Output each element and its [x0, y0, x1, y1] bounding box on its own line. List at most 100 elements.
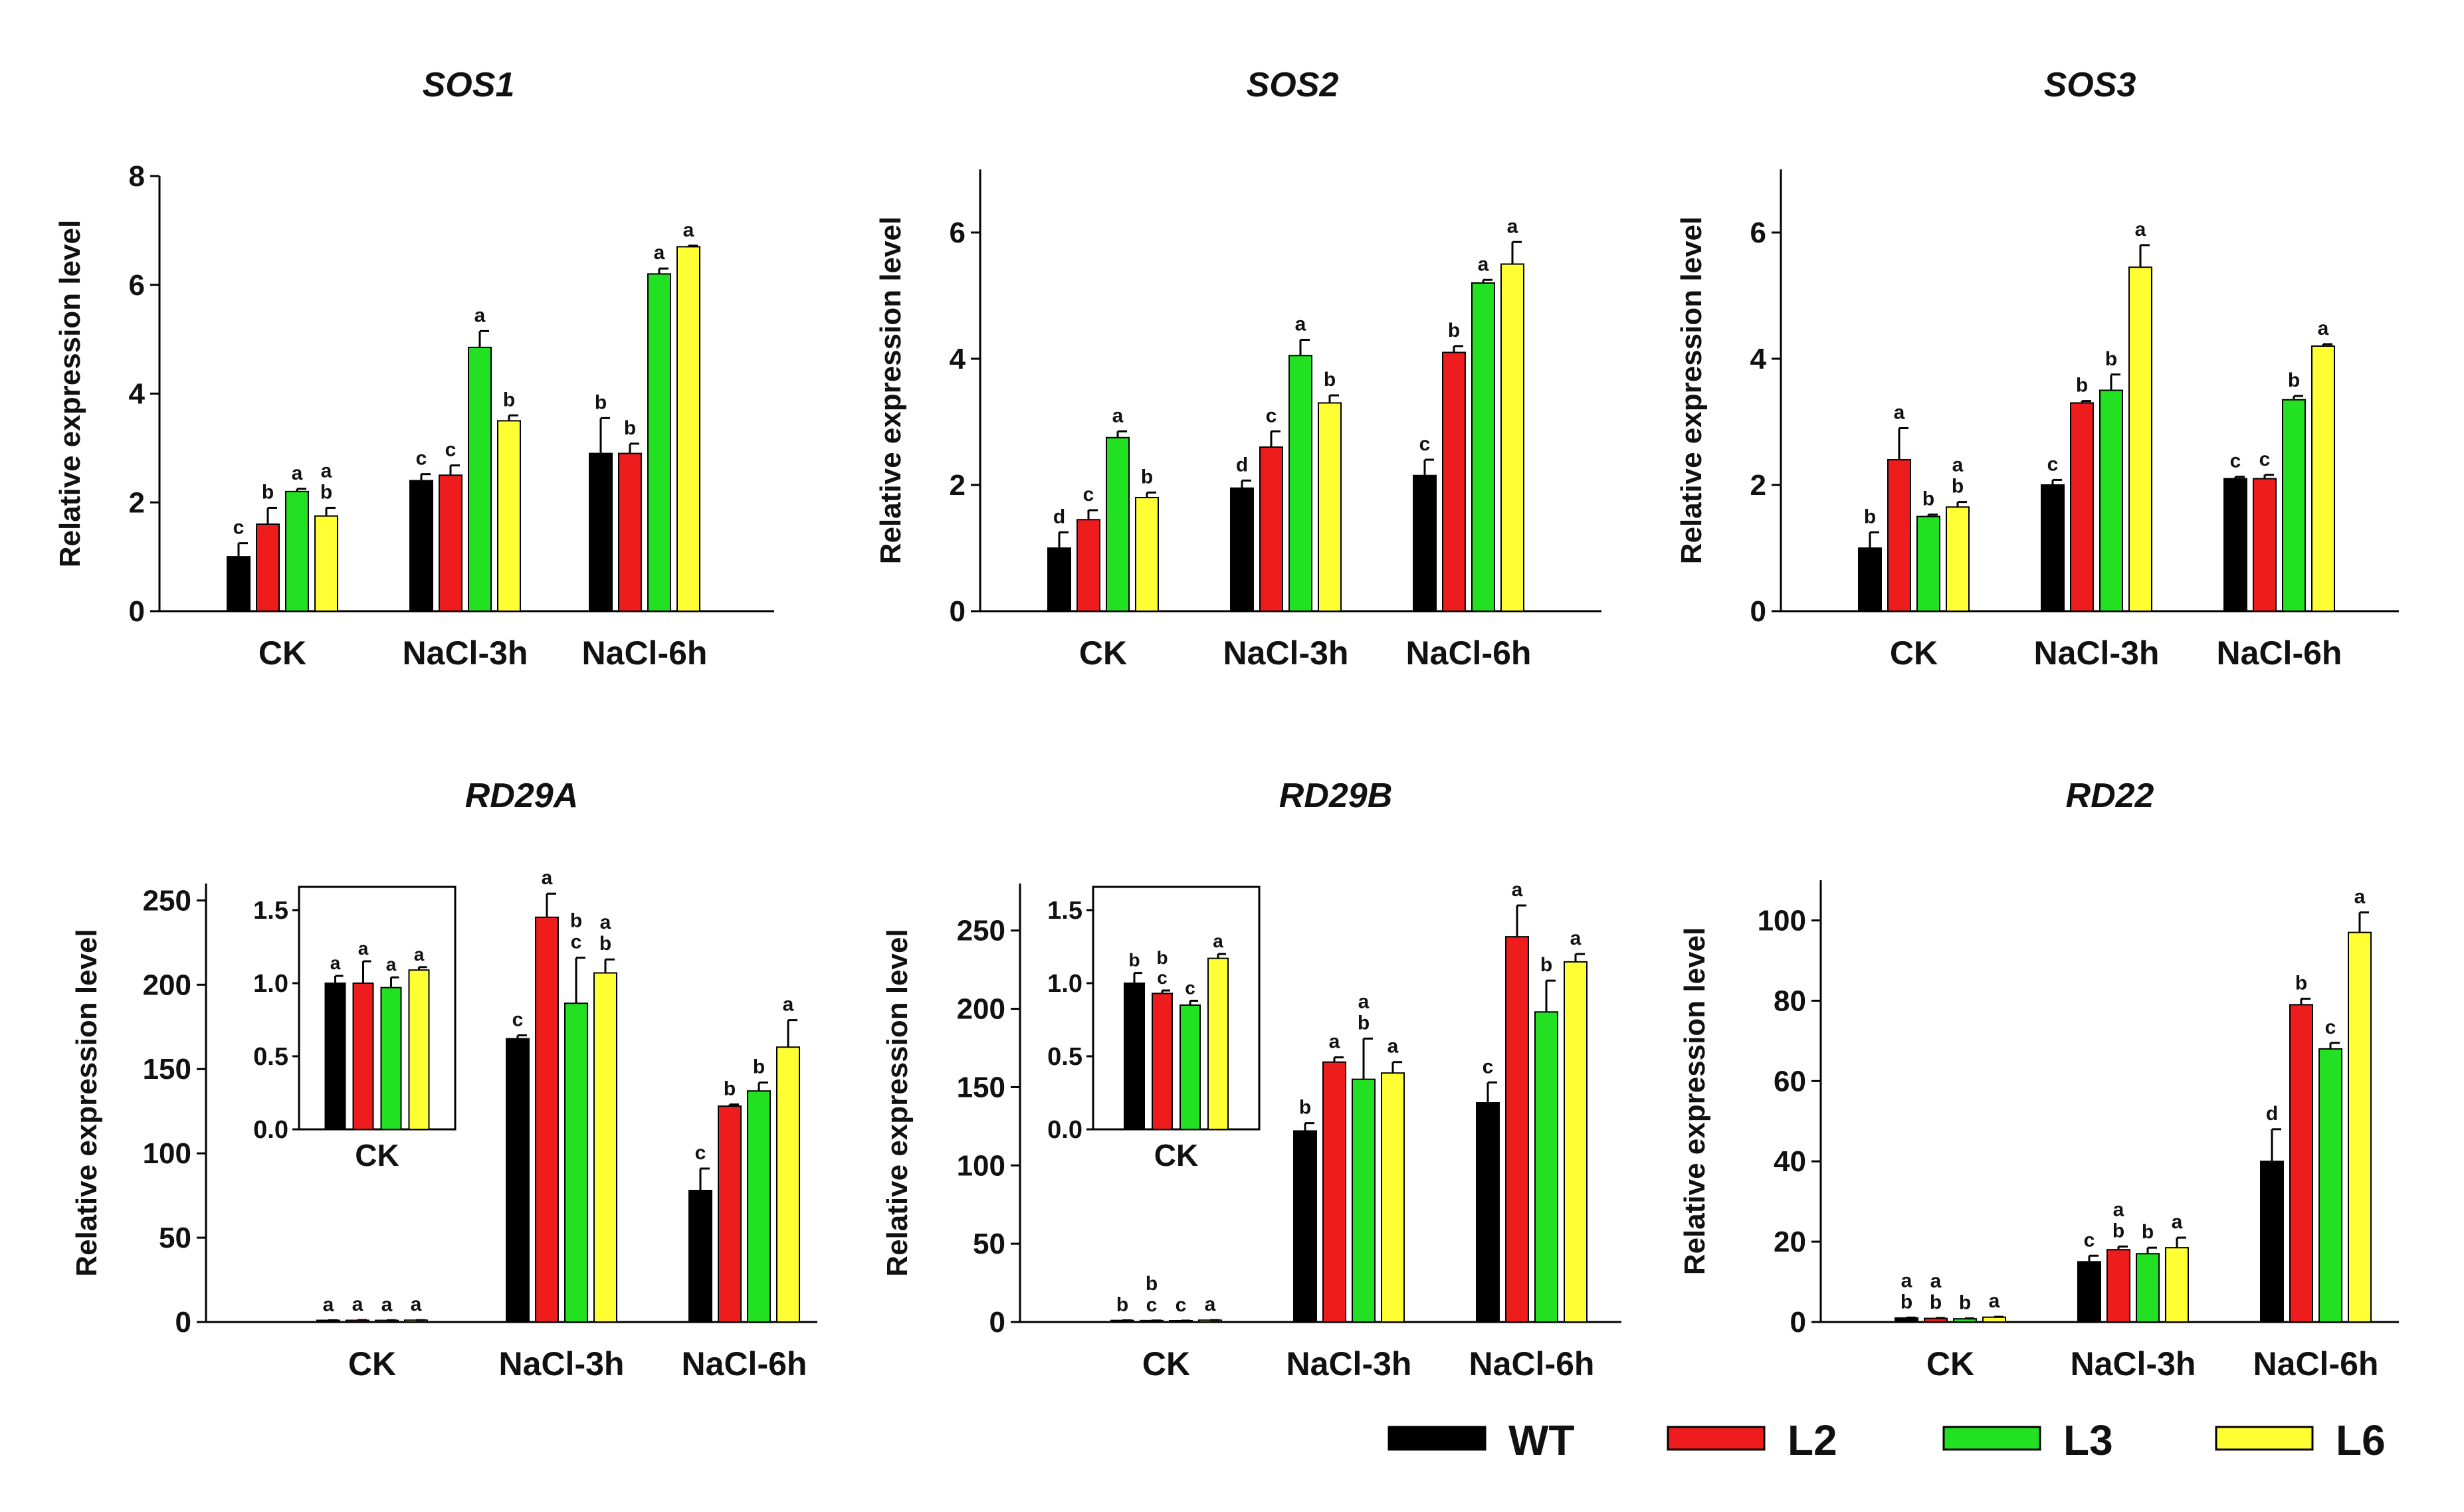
- y-tick-label: 0: [175, 1306, 191, 1339]
- bar-l6: [1318, 402, 1342, 612]
- significance-letter: a: [292, 462, 303, 484]
- significance-letter: b: [599, 933, 611, 955]
- bar-l3: [285, 490, 309, 612]
- bar-wt: [506, 1038, 530, 1323]
- significance-letter: a: [783, 994, 794, 1016]
- significance-letter: a: [2113, 1198, 2124, 1220]
- y-tick-label: 8: [129, 160, 145, 193]
- bar-wt: [1230, 487, 1254, 612]
- category-label: NaCl-3h: [403, 634, 528, 672]
- legend: WT L2 L3 L6: [1387, 1416, 2386, 1464]
- y-tick-label: 50: [159, 1222, 191, 1254]
- significance-letter: a: [1478, 253, 1489, 275]
- category-label: NaCl-3h: [499, 1345, 625, 1382]
- significance-letter: b: [2112, 1220, 2124, 1242]
- inset-frame: [1092, 886, 1261, 1131]
- significance-letter: a: [1205, 1293, 1216, 1315]
- chart-panel-sos1: SOS1 Relative expression level 0 2 4 6 8 CK NaCl…: [54, 66, 774, 672]
- y-tick-label: 0: [989, 1306, 1005, 1339]
- category-label: CK: [1079, 634, 1127, 672]
- significance-letter: b: [1952, 476, 1964, 498]
- category-label: NaCl-3h: [1286, 1345, 1412, 1382]
- significance-letter: a: [600, 911, 611, 933]
- chart-panel-sos3: SOS3 Relative expression level 0 2 4 6 CK NaCl-…: [1675, 66, 2399, 672]
- significance-letter: c: [695, 1142, 706, 1164]
- significance-letter: c: [416, 448, 427, 470]
- bar-l3: [1106, 436, 1130, 612]
- significance-letter: c: [1419, 433, 1431, 455]
- y-tick-label: 2: [950, 469, 966, 502]
- y-axis-label: Relative expression level: [1675, 217, 1708, 564]
- bar-l3: [1916, 516, 1940, 612]
- legend-swatch-l2: [1667, 1426, 1766, 1451]
- bar-l2: [439, 474, 462, 612]
- bar-wt: [2223, 478, 2247, 612]
- significance-letter: a: [474, 304, 486, 326]
- significance-letter: d: [1053, 506, 1065, 527]
- inset-bar-wt: [1124, 983, 1145, 1130]
- inset-bar-l3: [1180, 1004, 1201, 1130]
- inset-y-tick-label: 0.5: [253, 1043, 288, 1071]
- y-tick-label: 250: [143, 884, 191, 917]
- y-tick-label: 80: [1774, 985, 1806, 1017]
- y-tick-label: 6: [129, 269, 145, 302]
- significance-letter: a: [1507, 215, 1518, 237]
- bar-l2: [2070, 402, 2094, 612]
- significance-letter: c: [2230, 450, 2241, 472]
- category-label: NaCl-6h: [1469, 1345, 1595, 1382]
- significance-letter: b: [753, 1056, 765, 1078]
- inset-significance-letter: b: [1128, 950, 1140, 971]
- significance-letter: b: [320, 481, 332, 503]
- category-label: CK: [258, 634, 306, 672]
- inset-y-tick-label: 1.5: [253, 897, 288, 925]
- bar-l6: [1500, 263, 1524, 612]
- inset-category-label: CK: [1154, 1138, 1198, 1173]
- bar-l2: [1259, 446, 1283, 612]
- y-tick-label: 150: [143, 1053, 191, 1086]
- significance-letter: c: [2325, 1016, 2336, 1038]
- legend-label-l6: L6: [2336, 1416, 2386, 1464]
- bar-l3: [1534, 1011, 1558, 1323]
- bar-l6: [2165, 1247, 2189, 1323]
- chart-panel-rd29b: RD29B Relative expression level 0 50 100 150 2…: [881, 777, 1621, 1382]
- inset-significance-letter: a: [414, 944, 425, 965]
- significance-letter: c: [571, 931, 582, 953]
- bar-l6: [1135, 497, 1159, 612]
- bar-l3: [468, 346, 492, 612]
- inset-bar-l6: [1207, 957, 1229, 1130]
- chart-title: RD22: [2066, 777, 2154, 815]
- chart-title: RD29B: [1279, 777, 1393, 815]
- significance-letter: b: [1358, 1012, 1370, 1034]
- significance-letter: d: [1236, 454, 1248, 476]
- significance-letter: b: [724, 1078, 736, 1100]
- significance-letter: a: [654, 242, 665, 264]
- significance-letter: c: [512, 1008, 524, 1030]
- category-label: NaCl-3h: [1223, 634, 1349, 672]
- bar-l6: [593, 972, 617, 1323]
- y-tick-label: 40: [1774, 1145, 1806, 1178]
- significance-letter: a: [1112, 405, 1124, 426]
- significance-letter: b: [1959, 1292, 1971, 1314]
- significance-letter: b: [262, 481, 274, 503]
- significance-letter: b: [1116, 1293, 1128, 1315]
- significance-letter: c: [1146, 1294, 1158, 1316]
- significance-letter: c: [2084, 1229, 2095, 1251]
- significance-letter: a: [1295, 314, 1306, 335]
- y-tick-label: 60: [1774, 1065, 1806, 1097]
- bar-l6: [2311, 345, 2335, 612]
- bar-wt: [2260, 1161, 2284, 1323]
- y-axis-label: Relative expression level: [54, 220, 86, 567]
- significance-letter: b: [1900, 1291, 1912, 1313]
- y-axis-label: Relative expression level: [874, 217, 907, 564]
- y-tick-label: 4: [1750, 343, 1767, 375]
- significance-letter: a: [2172, 1211, 2183, 1233]
- significance-letter: a: [321, 460, 332, 482]
- significance-letter: b: [503, 389, 515, 411]
- significance-letter: c: [1483, 1056, 1494, 1078]
- y-tick-label: 4: [950, 343, 966, 375]
- significance-letter: a: [1894, 402, 1905, 424]
- inset-y-tick-label: 1.5: [1047, 897, 1082, 925]
- category-label: NaCl-3h: [2034, 634, 2160, 672]
- y-tick-label: 6: [1750, 217, 1766, 249]
- bar-wt: [1895, 1317, 1918, 1323]
